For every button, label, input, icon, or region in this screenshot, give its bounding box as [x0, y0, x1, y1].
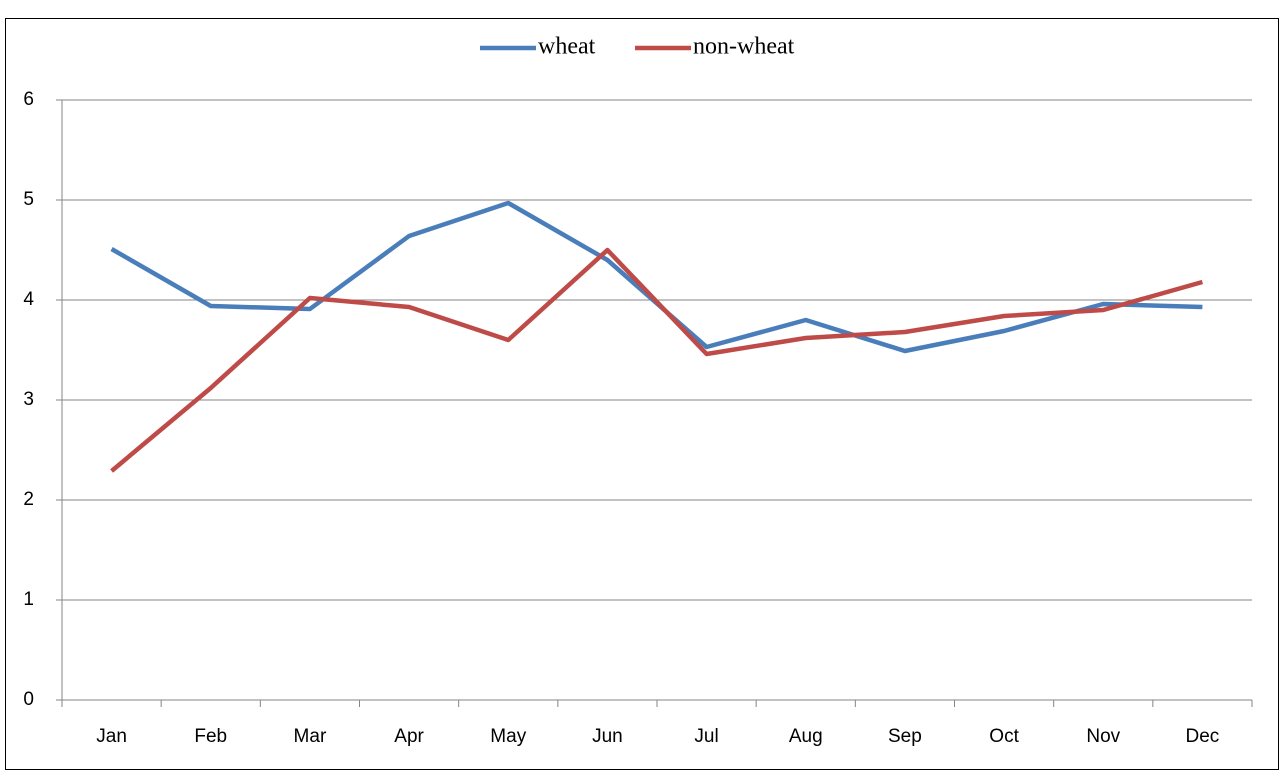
x-tick-label: Oct: [989, 726, 1019, 747]
x-tick-label: Jun: [592, 726, 623, 747]
chart-border: [5, 18, 1279, 770]
y-tick-label: 5: [23, 189, 34, 210]
x-tick-label: Sep: [888, 726, 922, 747]
y-tick-label: 6: [23, 89, 34, 110]
y-tick-label: 2: [23, 489, 34, 510]
x-tick-label: Jul: [694, 726, 718, 747]
y-tick-label: 0: [23, 689, 34, 710]
y-tick-label: 1: [23, 589, 34, 610]
x-tick-label: Nov: [1086, 726, 1120, 747]
x-tick-label: Jan: [96, 726, 127, 747]
x-tick-label: Apr: [394, 726, 424, 747]
x-tick-label: May: [490, 726, 526, 747]
legend-label: wheat: [538, 34, 596, 60]
x-tick-label: Dec: [1186, 726, 1220, 747]
x-tick-label: Aug: [789, 726, 823, 747]
legend-label: non-wheat: [693, 34, 795, 60]
y-tick-label: 4: [23, 289, 34, 310]
y-tick-label: 3: [23, 389, 34, 410]
series-line: [110, 247, 1204, 473]
x-tick-label: Mar: [294, 726, 327, 747]
x-tick-label: Feb: [194, 726, 227, 747]
